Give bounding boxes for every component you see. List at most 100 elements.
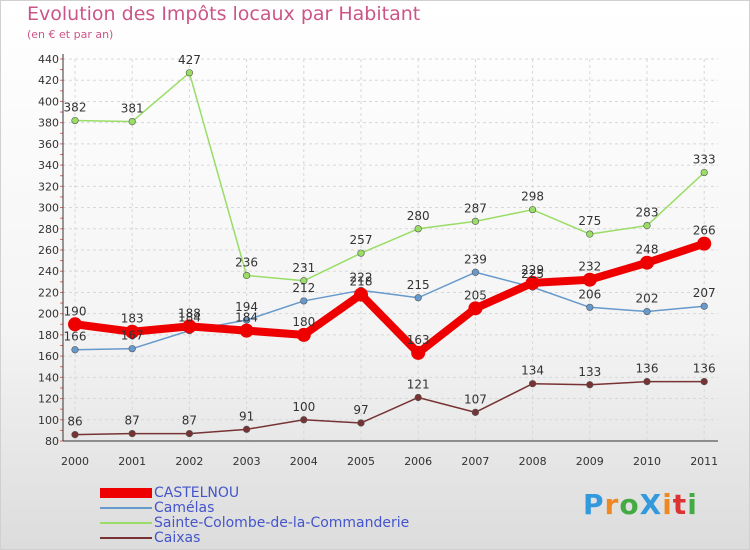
y-tick-label: 220 xyxy=(38,286,59,299)
data-label: 190 xyxy=(64,304,87,318)
data-label: 87 xyxy=(182,414,197,428)
data-point xyxy=(528,206,537,214)
y-tick-label: 240 xyxy=(38,265,59,278)
data-point xyxy=(243,425,251,433)
data-label: 184 xyxy=(235,311,258,325)
data-point xyxy=(71,116,79,125)
x-tick-label: 2011 xyxy=(690,455,718,468)
y-tick-label: 80 xyxy=(45,435,59,448)
legend-label: Sainte-Colombe-de-la-Commanderie xyxy=(154,515,410,531)
data-label: 136 xyxy=(636,362,659,376)
legend-item: CASTELNOU xyxy=(100,485,239,501)
data-point xyxy=(185,429,193,438)
data-point xyxy=(640,255,654,270)
data-label: 107 xyxy=(464,392,487,406)
proxiti-logo: ProXiti xyxy=(583,488,698,521)
data-label: 194 xyxy=(235,300,258,314)
y-tick-label: 100 xyxy=(38,414,59,427)
data-label: 206 xyxy=(578,287,601,301)
x-tick-label: 2001 xyxy=(118,455,146,468)
y-tick-label: 420 xyxy=(38,74,59,87)
data-label: 283 xyxy=(636,206,659,220)
data-label: 298 xyxy=(521,190,544,204)
data-label: 167 xyxy=(121,329,144,343)
data-label: 231 xyxy=(292,261,315,275)
data-point xyxy=(128,345,136,353)
data-label: 248 xyxy=(636,243,659,257)
data-point xyxy=(354,287,368,302)
x-tick-label: 2008 xyxy=(519,455,547,468)
y-tick-label: 140 xyxy=(38,371,59,384)
data-point xyxy=(71,431,79,439)
data-label: 100 xyxy=(292,400,315,414)
data-label: 333 xyxy=(693,153,716,167)
y-tick-label: 300 xyxy=(38,202,59,215)
data-label: 427 xyxy=(178,53,201,67)
data-label: 205 xyxy=(464,288,487,302)
data-label: 202 xyxy=(636,292,659,306)
data-point xyxy=(643,377,651,386)
data-point xyxy=(414,225,422,233)
data-point xyxy=(357,419,365,427)
data-point xyxy=(697,236,712,251)
y-tick-label: 120 xyxy=(38,393,59,406)
x-tick-label: 2006 xyxy=(404,455,432,468)
data-label: 133 xyxy=(578,365,601,379)
legend-label: Camélas xyxy=(154,500,215,516)
data-label: 136 xyxy=(693,362,716,376)
data-label: 236 xyxy=(235,255,258,269)
legend-swatch xyxy=(100,537,152,539)
data-label: 86 xyxy=(67,415,82,429)
data-point xyxy=(700,377,708,386)
y-tick-label: 380 xyxy=(38,117,59,130)
data-label: 166 xyxy=(64,330,87,344)
data-point xyxy=(182,319,197,334)
logo-letter: i xyxy=(687,488,698,521)
data-label: 266 xyxy=(693,224,716,238)
data-label: 207 xyxy=(693,286,716,300)
y-tick-label: 180 xyxy=(38,329,59,342)
logo-letter: t xyxy=(672,488,688,521)
x-tick-label: 2010 xyxy=(633,455,661,468)
data-point xyxy=(643,221,651,230)
legend-swatch xyxy=(100,522,152,524)
x-tick-label: 2009 xyxy=(576,455,604,468)
data-point xyxy=(296,327,311,342)
x-tick-label: 2000 xyxy=(61,455,89,468)
data-label-layer: 86 87 87 91 100 97 121 107 134 133 136 136 166 167 184… xyxy=(64,53,716,429)
data-point xyxy=(357,249,365,257)
data-point xyxy=(700,302,708,310)
data-label: 381 xyxy=(121,102,144,116)
data-label: 215 xyxy=(407,278,430,292)
legend-swatch xyxy=(100,488,152,498)
data-point xyxy=(471,408,480,416)
series-line-castelnou xyxy=(71,239,709,357)
data-point xyxy=(471,217,480,225)
y-tick-label: 200 xyxy=(38,308,59,321)
data-label: 222 xyxy=(350,270,373,284)
x-tick-label: 2007 xyxy=(461,455,489,468)
legend-item: Camélas xyxy=(100,500,214,516)
data-label: 275 xyxy=(578,214,601,228)
data-point xyxy=(414,294,422,302)
data-label: 91 xyxy=(239,409,254,423)
x-tick-label: 2003 xyxy=(233,455,261,468)
legend-item: Sainte-Colombe-de-la-Commanderie xyxy=(100,515,409,531)
y-tick-label: 160 xyxy=(38,350,59,363)
data-point xyxy=(300,277,308,285)
data-label: 163 xyxy=(407,333,430,347)
data-point xyxy=(68,317,82,332)
data-label: 180 xyxy=(292,315,315,329)
y-tick-label: 260 xyxy=(38,244,59,257)
legend-swatch xyxy=(100,507,152,509)
data-point xyxy=(185,69,193,77)
data-point xyxy=(525,275,540,290)
data-label: 287 xyxy=(464,201,487,215)
x-tick-label: 2005 xyxy=(347,455,375,468)
data-label: 218 xyxy=(350,275,373,289)
data-label: 232 xyxy=(578,260,601,274)
axis-layer: 80 100 120 140 160 180 200 220 240 260 280 300 320 34… xyxy=(38,53,718,468)
data-label: 97 xyxy=(353,403,368,417)
data-label: 183 xyxy=(121,312,144,326)
